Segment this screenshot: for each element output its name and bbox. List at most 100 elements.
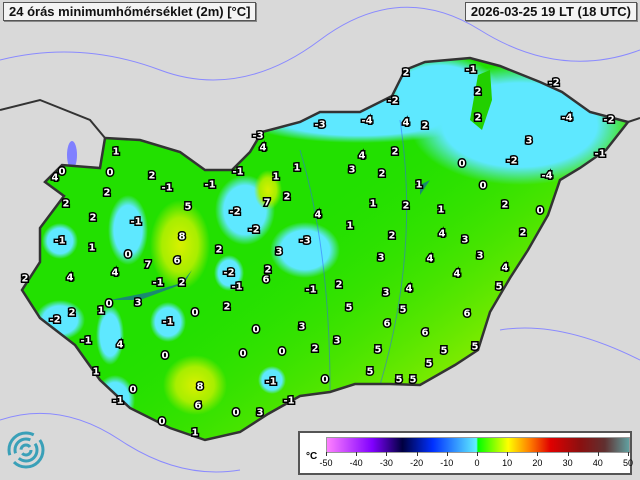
station-value: 4	[439, 229, 446, 240]
station-value: 3	[378, 253, 385, 264]
station-value: 2	[22, 274, 29, 285]
station-value: 5	[400, 305, 407, 316]
station-value: 4	[260, 143, 267, 154]
station-value: 2	[403, 68, 410, 79]
legend-tick-label: 30	[562, 458, 573, 468]
station-value: 6	[195, 401, 202, 412]
station-value: -2	[223, 268, 234, 279]
station-value: 2	[265, 265, 272, 276]
station-value: 4	[315, 210, 322, 221]
station-value: 4	[359, 151, 366, 162]
station-value: -1	[152, 278, 163, 289]
station-value: -1	[130, 217, 141, 228]
station-value: 3	[299, 322, 306, 333]
station-value: 4	[112, 268, 119, 279]
station-value: 4	[52, 173, 59, 184]
station-value: 5	[410, 375, 417, 386]
station-value: 2	[422, 121, 429, 132]
station-value: 8	[197, 382, 204, 393]
station-value: -2	[387, 96, 398, 107]
station-value: 4	[403, 118, 410, 129]
legend-tick-label: 10	[502, 458, 513, 468]
legend-tick	[326, 452, 327, 456]
station-value: -4	[361, 116, 372, 127]
legend-tick	[477, 452, 478, 456]
station-value: 0	[322, 375, 329, 386]
legend-tick-label: -40	[349, 458, 363, 468]
legend-color-bar	[326, 437, 630, 453]
station-value: 0	[130, 385, 137, 396]
station-value: 6	[384, 319, 391, 330]
station-value: 2	[392, 147, 399, 158]
station-value: 2	[216, 245, 223, 256]
legend-tick-label: 50	[622, 458, 634, 468]
station-value: 2	[104, 188, 111, 199]
station-value: 5	[426, 359, 433, 370]
station-value: 4	[406, 284, 413, 295]
station-value: 3	[462, 235, 469, 246]
legend-tick-label: 20	[532, 458, 543, 468]
station-value: 2	[502, 200, 509, 211]
station-value: -1	[231, 282, 242, 293]
station-value: 3	[276, 247, 283, 258]
station-value: 4	[427, 254, 434, 265]
station-value: 5	[472, 342, 479, 353]
legend-tick	[446, 452, 448, 456]
station-value: 3	[135, 298, 142, 309]
station-value: 3	[383, 288, 390, 299]
station-value: 3	[257, 408, 264, 419]
station-value: -2	[229, 207, 240, 218]
station-value: 6	[422, 328, 429, 339]
station-value: 2	[475, 87, 482, 98]
station-value: 2	[389, 231, 396, 242]
station-value: -3	[314, 120, 325, 131]
station-value: 1	[370, 199, 377, 210]
station-value: 0	[162, 351, 169, 362]
station-value: 0	[106, 299, 113, 310]
station-value: 0	[480, 181, 487, 192]
station-value: 1	[98, 306, 105, 317]
station-value: 3	[526, 136, 533, 147]
station-value: 0	[107, 168, 114, 179]
station-value: 3	[349, 165, 356, 176]
station-value: 0	[125, 250, 132, 261]
station-value: 0	[459, 159, 466, 170]
station-value: 3	[334, 336, 341, 347]
background-relief	[0, 6, 640, 473]
station-value: 2	[284, 192, 291, 203]
station-value: 1	[192, 428, 199, 439]
legend-tick-label: -50	[319, 458, 333, 468]
station-value: 5	[367, 367, 374, 378]
station-value: 2	[90, 213, 97, 224]
station-value: 0	[159, 417, 166, 428]
station-value: -1	[594, 149, 605, 160]
legend-unit: °C	[306, 451, 318, 462]
legend-tick	[567, 452, 569, 456]
station-value: 2	[379, 169, 386, 180]
station-value: 2	[63, 199, 70, 210]
station-value: -1	[162, 317, 173, 328]
legend-tick-label: -10	[440, 458, 454, 468]
station-value: 2	[224, 302, 231, 313]
station-value: 5	[185, 202, 192, 213]
station-value: 1	[347, 221, 354, 232]
station-value: 0	[279, 347, 286, 358]
station-value: 0	[253, 325, 260, 336]
legend-tick	[416, 452, 418, 456]
legend-tick	[597, 452, 599, 456]
station-value: 1	[89, 243, 96, 254]
station-value: 4	[117, 340, 124, 351]
legend-tick-label: 0	[474, 458, 480, 468]
station-value: 2	[179, 278, 186, 289]
station-value: 1	[93, 367, 100, 378]
station-value: -1	[204, 180, 215, 191]
station-value: 4	[67, 273, 74, 284]
station-value: 2	[336, 280, 343, 291]
station-value: 2	[69, 308, 76, 319]
station-value: -1	[161, 183, 172, 194]
station-value: -2	[49, 315, 60, 326]
station-value: 8	[179, 232, 186, 243]
station-value: -2	[548, 78, 559, 89]
